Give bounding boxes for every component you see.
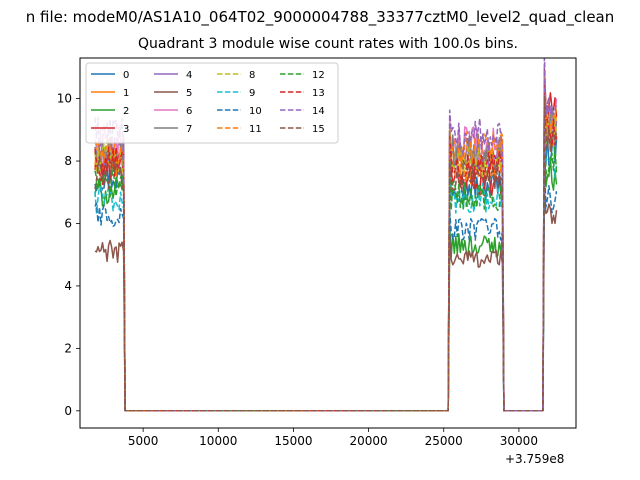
- y-axis: 0 2 4 6 8 10: [57, 92, 80, 418]
- legend-label-8: 8: [249, 70, 255, 81]
- legend-label-14: 14: [312, 106, 325, 117]
- x-tick-label: 30000: [500, 434, 538, 448]
- series-layer: [94, 58, 558, 412]
- x-tick-label: 5000: [128, 434, 159, 448]
- y-tick-label: 2: [64, 341, 72, 355]
- legend-label-13: 13: [312, 88, 325, 99]
- y-tick-label: 10: [57, 92, 72, 106]
- legend-label-3: 3: [123, 124, 129, 135]
- x-tick-label: 20000: [349, 434, 387, 448]
- legend-label-9: 9: [249, 88, 255, 99]
- legend-label-0: 0: [123, 70, 129, 81]
- legend-label-4: 4: [186, 70, 192, 81]
- y-tick-label: 4: [64, 279, 72, 293]
- y-tick-label: 8: [64, 154, 72, 168]
- chart-title: Quadrant 3 module wise count rates with …: [138, 36, 518, 52]
- legend-label-2: 2: [123, 106, 129, 117]
- y-tick-label: 6: [64, 216, 72, 230]
- legend-label-1: 1: [123, 88, 129, 99]
- series-line-15: [94, 96, 558, 412]
- legend-label-12: 12: [312, 70, 325, 81]
- x-axis: 5000 10000 15000 20000 25000 30000: [128, 428, 538, 448]
- legend-label-15: 15: [312, 124, 325, 135]
- legend-label-6: 6: [186, 106, 192, 117]
- legend-box: [85, 62, 339, 144]
- legend-label-11: 11: [249, 124, 262, 135]
- legend-label-5: 5: [186, 88, 192, 99]
- x-axis-offset-label: +3.759e8: [505, 452, 565, 466]
- legend-label-7: 7: [186, 124, 192, 135]
- x-tick-label: 10000: [199, 434, 237, 448]
- plot-area-frame: [79, 57, 577, 429]
- series-line-2: [94, 140, 558, 412]
- legend-label-10: 10: [249, 106, 262, 117]
- figure-suptitle: n file: modeM0/AS1A10_064T02_9000004788_…: [25, 8, 615, 26]
- y-tick-label: 0: [64, 404, 72, 418]
- x-tick-label: 15000: [274, 434, 312, 448]
- x-tick-label: 25000: [425, 434, 463, 448]
